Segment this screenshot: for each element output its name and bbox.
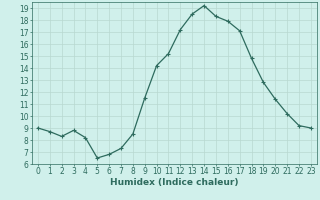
X-axis label: Humidex (Indice chaleur): Humidex (Indice chaleur) [110, 178, 239, 187]
